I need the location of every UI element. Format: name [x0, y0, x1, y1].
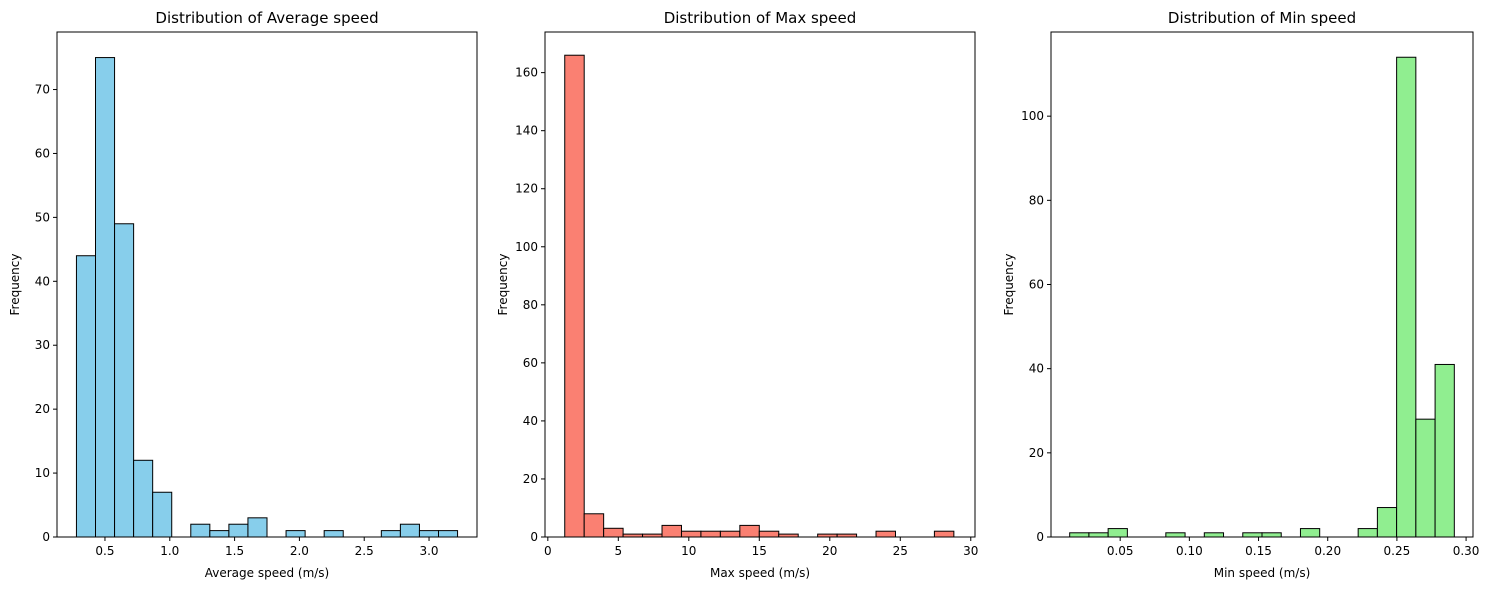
x-tick-label: 0.05 [1107, 544, 1134, 558]
histogram-bar [1434, 363, 1455, 538]
histogram-bar [399, 523, 420, 538]
x-tick-label: 1.0 [160, 544, 179, 558]
histogram-bar [1261, 532, 1282, 538]
x-tick-label: 2.0 [290, 544, 309, 558]
x-axis-label: Max speed (m/s) [710, 566, 810, 580]
histogram-bar [719, 530, 741, 538]
x-tick-label: 25 [893, 544, 908, 558]
y-tick-label: 50 [35, 210, 50, 224]
histogram-bar [418, 530, 440, 538]
histogram-bar [875, 530, 896, 538]
y-tick-label: 80 [523, 298, 538, 312]
histogram-bar [583, 513, 605, 538]
histogram-bar [1299, 528, 1321, 538]
chart-title: Distribution of Max speed [664, 9, 857, 27]
y-tick-label: 60 [35, 146, 50, 160]
y-tick-label: 60 [523, 356, 538, 370]
histogram-bar [1242, 532, 1263, 538]
y-tick-label: 160 [515, 66, 538, 80]
x-tick-label: 0.30 [1453, 544, 1480, 558]
histogram-bar [1357, 528, 1378, 538]
histogram-bar [323, 530, 344, 538]
histogram-bar [661, 524, 682, 538]
x-tick-label: 15 [752, 544, 767, 558]
x-tick-label: 0.20 [1314, 544, 1341, 558]
histogram-bar [1107, 528, 1128, 538]
y-tick-label: 120 [515, 182, 538, 196]
x-tick-label: 1.5 [225, 544, 244, 558]
y-tick-label: 20 [523, 472, 538, 486]
histogram-bar [1376, 507, 1398, 538]
histogram-bar [564, 54, 585, 538]
y-tick-label: 0 [530, 530, 538, 544]
chart-title: Distribution of Min speed [1168, 9, 1356, 27]
y-axis-label: Frequency [496, 254, 510, 316]
histogram-bar [133, 459, 154, 538]
x-axis-label: Average speed (m/s) [205, 566, 330, 580]
histogram-bar [933, 530, 955, 538]
y-axis-label: Frequency [8, 254, 22, 316]
histogram-bar [228, 523, 249, 538]
histogram-bar [1203, 532, 1225, 538]
y-tick-label: 30 [35, 338, 50, 352]
y-tick-label: 20 [1029, 446, 1044, 460]
x-tick-label: 3.0 [419, 544, 438, 558]
x-tick-label: 20 [822, 544, 837, 558]
y-tick-label: 0 [42, 530, 50, 544]
histogram-bar [1069, 532, 1090, 538]
histogram-bar [95, 57, 116, 538]
histogram-panel-3: 0.05 0.10 0.15 0.20 0.25 0.30 0 20 40 60 80 100 Dist… [1002, 9, 1479, 580]
histogram-bar [190, 523, 211, 538]
histogram-bar [1165, 532, 1186, 538]
histogram-bar [700, 530, 721, 538]
x-tick-label: 0.25 [1384, 544, 1411, 558]
histogram-bar [380, 530, 401, 538]
histogram-bar [1088, 532, 1109, 538]
histogram-bar [209, 530, 230, 538]
y-tick-label: 40 [523, 414, 538, 428]
histogram-bar [285, 530, 306, 538]
y-tick-label: 100 [515, 240, 538, 254]
y-tick-label: 140 [515, 124, 538, 138]
histogram-bar [75, 255, 97, 538]
plot-frame [544, 31, 976, 538]
x-tick-label: 10 [681, 544, 696, 558]
y-axis-label: Frequency [1002, 254, 1016, 316]
y-tick-label: 10 [35, 466, 50, 480]
y-tick-label: 0 [1036, 530, 1044, 544]
y-tick-label: 60 [1029, 278, 1044, 292]
histogram-bar [438, 530, 459, 538]
plot-frame [56, 31, 478, 538]
x-tick-label: 0.10 [1176, 544, 1203, 558]
x-tick-label: 30 [963, 544, 978, 558]
y-tick-label: 80 [1029, 193, 1044, 207]
x-axis-label: Min speed (m/s) [1214, 566, 1311, 580]
histogram-panel-2: 0 5 10 15 20 25 30 0 20 40 60 80 100 120 140 160 Distrib… [496, 9, 978, 580]
histogram-bar [1415, 418, 1436, 538]
y-tick-label: 20 [35, 402, 50, 416]
histogram-bar [680, 530, 702, 538]
histogram-bar [1396, 56, 1417, 538]
y-tick-label: 40 [35, 274, 50, 288]
histogram-bar [739, 524, 760, 538]
histogram-bar [247, 517, 268, 538]
x-tick-label: 0.5 [95, 544, 114, 558]
y-tick-label: 100 [1021, 109, 1044, 123]
x-tick-label: 5 [614, 544, 622, 558]
y-tick-label: 40 [1029, 362, 1044, 376]
histogram-bar [603, 527, 624, 538]
histogram-bar [114, 223, 135, 538]
chart-title: Distribution of Average speed [155, 9, 378, 27]
x-tick-label: 0 [544, 544, 552, 558]
histogram-bar [758, 530, 780, 538]
histogram-panel-1: 0.5 1.0 1.5 2.0 2.5 3.0 0 10 20 30 40 50 60 70 Distrib… [8, 9, 478, 580]
histogram-bar [152, 491, 173, 538]
x-tick-label: 0.15 [1245, 544, 1272, 558]
x-tick-label: 2.5 [355, 544, 374, 558]
y-tick-label: 70 [35, 83, 50, 97]
